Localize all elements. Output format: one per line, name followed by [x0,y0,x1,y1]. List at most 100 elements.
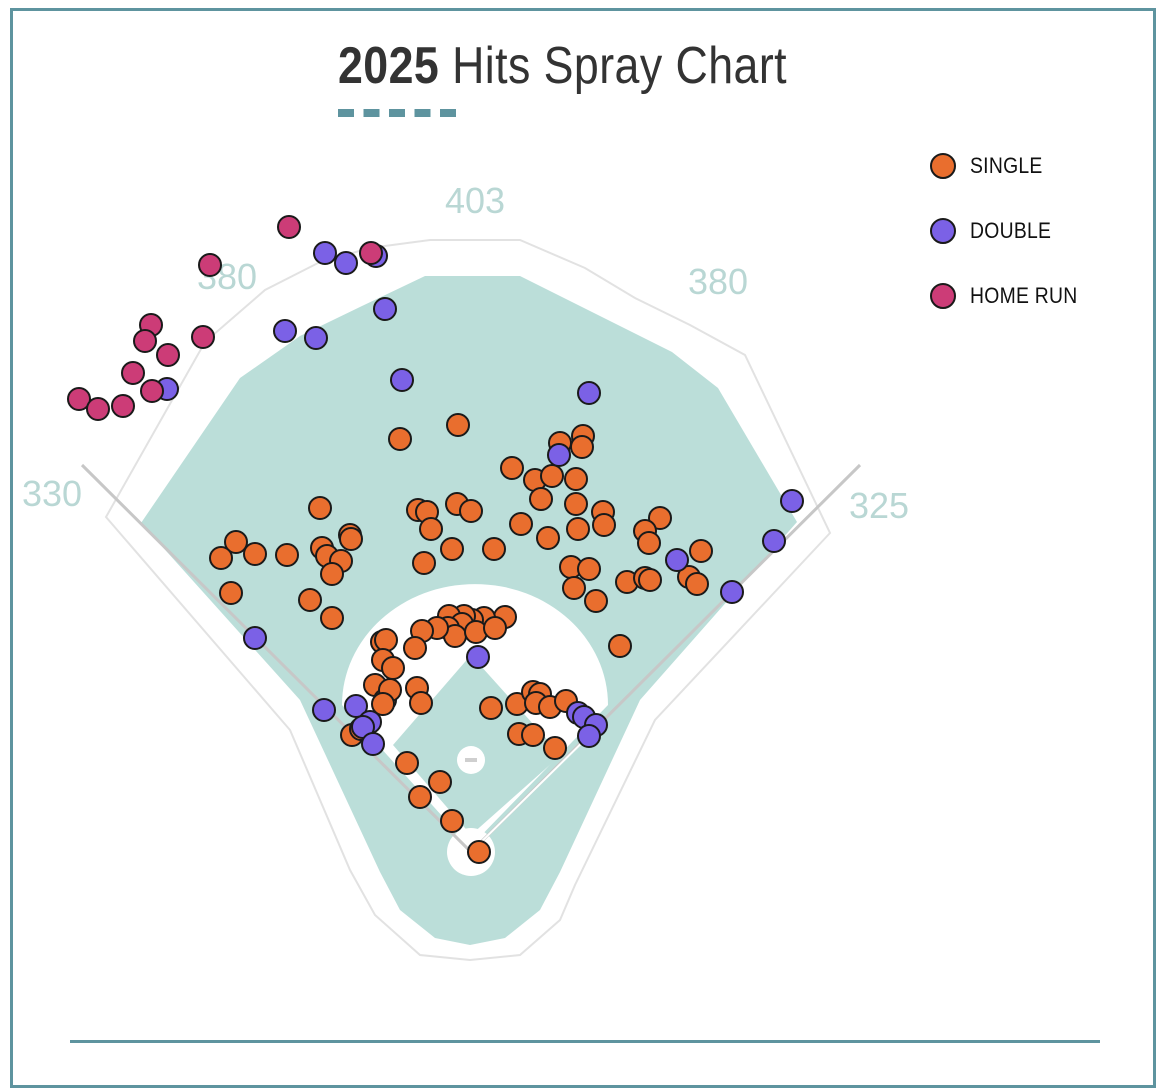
single-hit-marker [638,568,662,592]
single-hit-marker [637,531,661,555]
double-hit-marker [361,732,385,756]
legend-item-double: DOUBLE [930,215,1092,247]
double-hit-marker [334,251,358,275]
single-hit-marker [584,589,608,613]
double-hit-marker [373,297,397,321]
single-hit-marker [412,551,436,575]
single-hit-marker [685,572,709,596]
double-hit-marker [577,724,601,748]
legend-item-single: SINGLE [930,150,1092,182]
legend-swatch-double [930,218,956,244]
single-hit-marker [564,467,588,491]
single-hit-marker [320,606,344,630]
spray-chart: 330 380 403 380 325 [22,180,909,962]
distance-center: 403 [445,180,505,221]
double-hit-marker [780,489,804,513]
distance-left-line: 330 [22,473,82,514]
single-hit-marker [419,517,443,541]
double-hit-marker [577,381,601,405]
single-hit-marker [562,576,586,600]
home-run-marker [133,329,157,353]
single-hit-marker [224,530,248,554]
single-hit-marker [529,487,553,511]
double-hit-marker [312,698,336,722]
single-hit-marker [320,562,344,586]
single-hit-marker [564,492,588,516]
title-year: 2025 [338,37,440,95]
single-hit-marker [403,636,427,660]
home-run-marker [156,343,180,367]
double-hit-marker [273,319,297,343]
single-hit-marker [243,542,267,566]
bottom-rule [70,1040,1100,1043]
distance-right-center: 380 [688,261,748,302]
legend-swatch-single [930,153,956,179]
title-underline [338,109,456,117]
single-hit-marker [608,634,632,658]
single-hit-marker [409,691,433,715]
single-hit-marker [275,543,299,567]
single-hit-marker [521,723,545,747]
home-run-marker [140,379,164,403]
single-hit-marker [408,785,432,809]
home-run-marker [67,387,91,411]
single-hit-marker [209,546,233,570]
double-hit-marker [762,529,786,553]
double-hit-marker [344,694,368,718]
home-run-marker [121,361,145,385]
double-hit-marker [390,368,414,392]
single-hit-marker [428,770,452,794]
double-hit-marker [466,645,490,669]
single-hit-marker [479,696,503,720]
single-hit-marker [381,656,405,680]
single-hit-marker [440,537,464,561]
double-hit-marker [313,241,337,265]
single-hit-marker [543,736,567,760]
double-hit-marker [665,548,689,572]
single-hit-marker [388,427,412,451]
home-run-marker [111,394,135,418]
double-hit-marker [547,443,571,467]
legend-item-home-run: HOME RUN [930,280,1092,312]
legend-label-double: DOUBLE [970,218,1052,243]
home-run-marker [86,397,110,421]
single-hit-marker [483,616,507,640]
single-hit-marker [500,456,524,480]
home-run-marker [277,215,301,239]
single-hit-marker [371,692,395,716]
distance-right-line: 325 [849,485,909,526]
single-hit-marker [298,588,322,612]
single-hit-marker [689,539,713,563]
single-hit-marker [577,557,601,581]
single-hit-marker [482,537,506,561]
hit-markers [67,215,804,864]
single-hit-marker [509,512,533,536]
single-hit-marker [308,496,332,520]
chart-title: 2025 Hits Spray Chart [338,36,787,96]
legend: SINGLE DOUBLE HOME RUN [930,150,1092,345]
double-hit-marker [720,580,744,604]
single-hit-marker [536,526,560,550]
single-hit-marker [566,517,590,541]
pitchers-rubber [465,758,477,762]
home-run-marker [359,241,383,265]
single-hit-marker [648,506,672,530]
single-hit-marker [592,513,616,537]
double-hit-marker [304,326,328,350]
single-hit-marker [440,809,464,833]
legend-label-single: SINGLE [970,153,1043,178]
legend-label-home-run: HOME RUN [970,283,1078,308]
title-text: Hits Spray Chart [452,37,788,95]
single-hit-marker [395,751,419,775]
single-hit-marker [446,413,470,437]
left-foul-line [80,463,473,854]
single-hit-marker [467,840,491,864]
single-hit-marker [570,435,594,459]
home-run-marker [191,325,215,349]
single-hit-marker [540,464,564,488]
single-hit-marker [459,499,483,523]
double-hit-marker [243,626,267,650]
home-run-marker [198,253,222,277]
single-hit-marker [219,581,243,605]
single-hit-marker [374,628,398,652]
